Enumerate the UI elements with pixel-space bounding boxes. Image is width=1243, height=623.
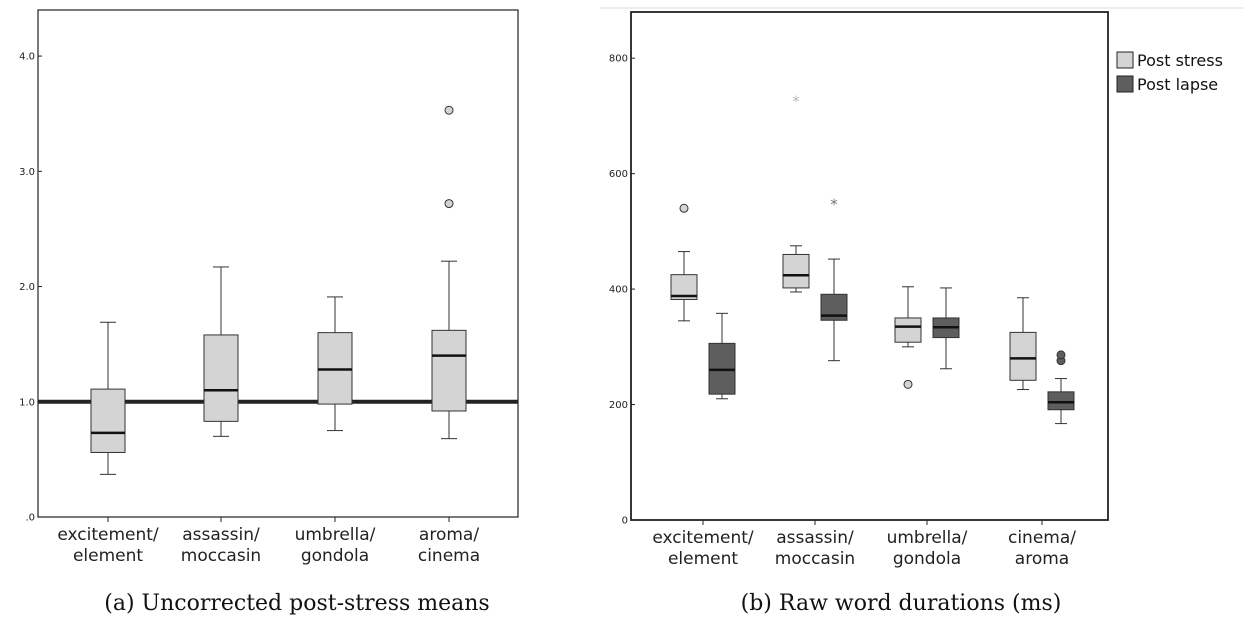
category-label-b-3-1: aroma — [1015, 549, 1069, 569]
outlier-a-s0-3-0 — [444, 199, 454, 209]
category-label-a-1-1: moccasin — [181, 546, 261, 566]
outlier-b-s0-0-0 — [679, 203, 689, 213]
outlier-a-s0-3-1 — [444, 105, 454, 115]
y-tick-label-a-0: .0 — [25, 513, 35, 524]
legend-label-1: Post lapse — [1137, 75, 1218, 94]
category-label-a-0-1: element — [73, 546, 143, 566]
category-label-a-2-1: gondola — [301, 546, 369, 566]
y-tick-label-b-4: 800 — [609, 54, 628, 65]
category-label-a-3-1: cinema — [418, 546, 480, 566]
box-a-s0-0 — [90, 388, 126, 453]
y-tick-label-a-4: 4.0 — [19, 52, 35, 63]
category-label-b-1-0: assassin/ — [776, 528, 854, 548]
box-b-s0-2 — [894, 317, 922, 343]
y-tick-label-b-3: 600 — [609, 169, 628, 180]
panel-b: 0 200 400 600 800 excitement/element assassin/… — [600, 7, 1243, 569]
caption-b: (b) Raw word durations (ms) — [741, 591, 1062, 616]
legend-swatch-0 — [1116, 51, 1134, 69]
y-tick-label-b-0: 0 — [622, 516, 628, 527]
plot-frame-a — [37, 9, 519, 518]
box-a-s0-1 — [203, 334, 239, 422]
y-tick-label-a-1: 1.0 — [19, 397, 35, 408]
category-label-b-0-1: element — [668, 549, 738, 569]
outlier-b-s0-2-0 — [903, 379, 913, 389]
legend-label-0: Post stress — [1137, 51, 1223, 70]
box-b-s0-1 — [782, 253, 810, 289]
y-tick-label-b-1: 200 — [609, 400, 628, 411]
plot-frame-b — [630, 11, 1109, 521]
panel-a: .0 1.0 2.0 3.0 4.0 excitement/element assassin… — [19, 9, 519, 566]
box-b-s1-3 — [1047, 391, 1075, 411]
extreme-b-s1-1-0: * — [830, 196, 838, 214]
category-label-b-3-0: cinema/ — [1008, 528, 1076, 548]
category-label-b-2-1: gondola — [893, 549, 961, 569]
category-label-a-3-0: aroma/ — [419, 525, 479, 545]
outlier-b-s1-3-1 — [1056, 350, 1066, 360]
category-label-b-0-0: excitement/ — [652, 528, 754, 548]
box-b-s0-3 — [1009, 331, 1037, 381]
category-label-a-1-0: assassin/ — [182, 525, 260, 545]
y-tick-label-b-2: 400 — [609, 285, 628, 296]
category-label-b-1-1: moccasin — [775, 549, 855, 569]
y-tick-label-a-3: 3.0 — [19, 167, 35, 178]
y-tick-label-a-2: 2.0 — [19, 282, 35, 293]
category-label-a-2-0: umbrella/ — [295, 525, 376, 545]
category-label-b-2-0: umbrella/ — [887, 528, 968, 548]
box-a-s0-3 — [431, 329, 467, 412]
caption-a: (a) Uncorrected post-stress means — [104, 591, 489, 616]
extreme-b-s0-1-0: * — [792, 92, 800, 110]
legend-swatch-1 — [1116, 75, 1134, 93]
category-label-a-0-0: excitement/ — [57, 525, 159, 545]
